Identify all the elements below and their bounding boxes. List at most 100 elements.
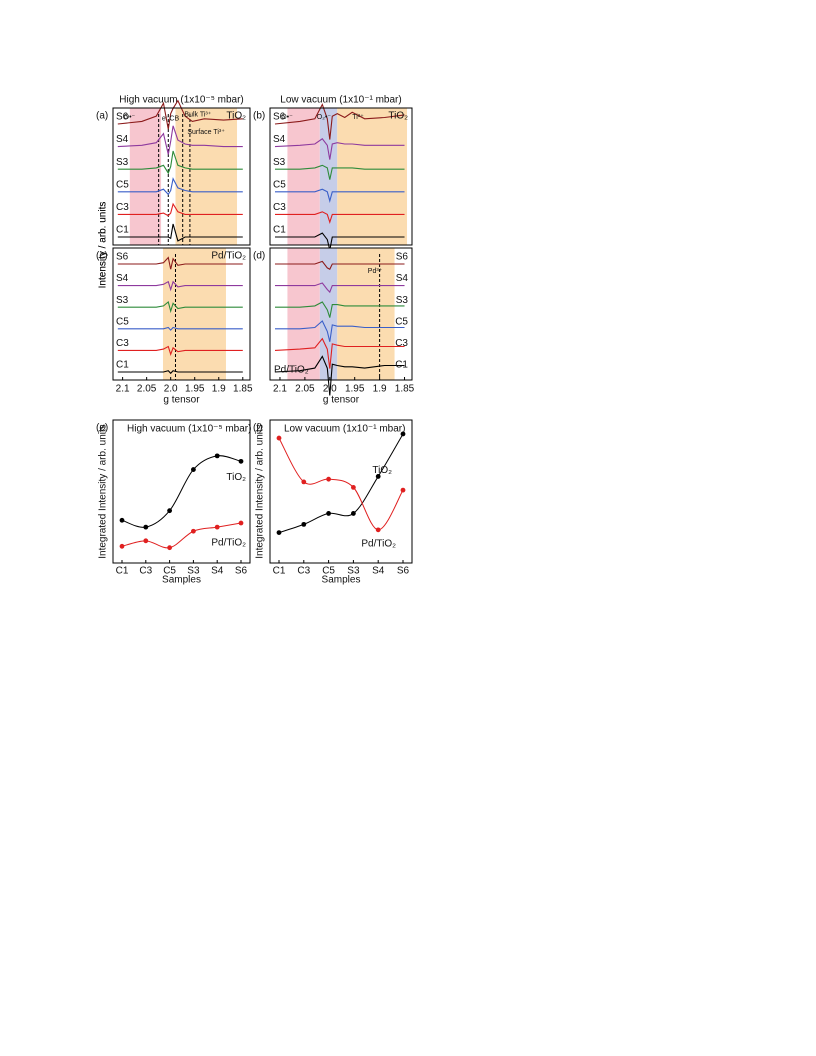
data-point (351, 511, 356, 516)
shaded-region (129, 108, 162, 245)
legend-label: S6 (273, 112, 286, 123)
panel-title: Low vacuum (1x10⁻¹ mbar) (280, 95, 401, 106)
panel-frame (112, 107, 251, 246)
annotation: Surface Ti³⁺ (187, 129, 225, 136)
annotation: O•⁻ (281, 114, 293, 121)
panel-frame (112, 247, 251, 381)
x-tick-label: C5 (163, 566, 176, 577)
legend-label: C3 (273, 202, 286, 213)
panel-label: (b) (253, 111, 265, 122)
data-point (143, 538, 149, 544)
legend-label: S4 (396, 273, 409, 284)
spectrum-line (274, 211, 405, 225)
shaded-region (319, 108, 338, 245)
panel-title: High vacuum (1x10⁻⁵ mbar) (127, 424, 251, 435)
sample-label: Pd/TiO₂ (274, 365, 309, 376)
x-tick-label: C1 (116, 566, 129, 577)
x-axis-label: Samples (322, 575, 361, 586)
spectrum-line (117, 326, 243, 331)
panel-label: (f) (253, 423, 262, 434)
x-tick-label: 1.95 (185, 384, 205, 395)
spectrum-line (117, 256, 243, 270)
spectrum-line (274, 282, 405, 294)
x-tick-label: 2.05 (295, 384, 315, 395)
spectrum-line (117, 223, 243, 242)
series-label: TiO₂ (226, 472, 246, 483)
x-tick-label: 1.95 (345, 384, 365, 395)
x-tick-label: 2.1 (273, 384, 287, 395)
y-axis-label: Intensity / arb. units (98, 202, 109, 289)
data-point (191, 528, 196, 534)
x-tick-label: C1 (273, 566, 286, 577)
data-point (167, 545, 173, 551)
legend-label: C1 (395, 360, 408, 371)
panel-title: High vacuum (1x10⁻⁵ mbar) (119, 95, 243, 106)
spectrum-line (117, 370, 243, 375)
fit-line (278, 433, 404, 534)
data-point (375, 474, 381, 479)
spectrum-line (274, 138, 405, 160)
legend-label: C1 (116, 225, 129, 236)
spectrum-line (117, 202, 243, 217)
x-tick-label: S6 (235, 566, 248, 577)
data-point (375, 527, 381, 533)
x-tick-label: 1.9 (212, 384, 226, 395)
legend-label: C5 (395, 316, 408, 327)
data-point (301, 521, 307, 527)
panel-label: (c) (96, 251, 108, 262)
shaded-region (287, 108, 320, 245)
panel-label: (d) (253, 251, 265, 262)
annotation: O₂•⁻ (317, 114, 332, 121)
data-point (238, 458, 244, 464)
sample-label: TiO₂ (226, 111, 246, 122)
spectrum-line (274, 337, 405, 369)
data-point (351, 484, 356, 490)
spectrum-line (274, 103, 405, 140)
series-label: Pd/TiO₂ (361, 539, 396, 550)
legend-label: S6 (396, 252, 409, 263)
x-tick-label: S3 (187, 566, 200, 577)
spectrum-line (117, 125, 243, 155)
x-tick-label: C5 (322, 566, 335, 577)
panel-title: Low vacuum (1x10⁻¹ mbar) (284, 424, 405, 435)
data-point (143, 524, 149, 530)
data-point (301, 479, 307, 485)
x-tick-label: C3 (139, 566, 152, 577)
legend-label: S4 (116, 134, 129, 145)
panel-frame (112, 419, 251, 564)
panel-label: (a) (96, 111, 108, 122)
x-tick-label: C3 (297, 566, 310, 577)
annotation: Pd³⁺ (368, 268, 383, 275)
annotation: e⁻CB (162, 115, 180, 122)
x-axis-label: g tensor (323, 395, 360, 406)
shaded-region (337, 108, 408, 245)
shaded-region (175, 108, 238, 245)
x-tick-label: S3 (347, 566, 360, 577)
x-tick-label: S4 (211, 566, 224, 577)
data-point (167, 508, 173, 514)
legend-label: C3 (116, 338, 129, 349)
panel-frame (269, 247, 413, 381)
legend-label: C5 (116, 179, 129, 190)
x-tick-label: 1.85 (233, 384, 253, 395)
shaded-region (337, 248, 395, 380)
data-point (326, 476, 331, 482)
legend-label: C1 (273, 225, 286, 236)
series-label: TiO₂ (372, 465, 392, 476)
x-tick-label: 1.85 (395, 384, 415, 395)
spectrum-line (274, 301, 405, 318)
spectrum-line (117, 345, 243, 357)
annotation: Ti³⁺ (352, 114, 364, 121)
y-axis-label: Integrated Intensity / arb. units (255, 424, 266, 559)
data-point (119, 543, 125, 549)
spectrum-line (117, 177, 243, 196)
legend-label: S6 (116, 112, 129, 123)
legend-label: C5 (116, 316, 129, 327)
x-tick-label: 2.1 (116, 384, 130, 395)
panel-frame (269, 107, 413, 246)
data-point (276, 435, 282, 441)
x-tick-label: S6 (397, 566, 410, 577)
legend-label: S3 (116, 295, 129, 306)
spectrum-line (274, 355, 405, 396)
panel-label: (e) (96, 423, 108, 434)
